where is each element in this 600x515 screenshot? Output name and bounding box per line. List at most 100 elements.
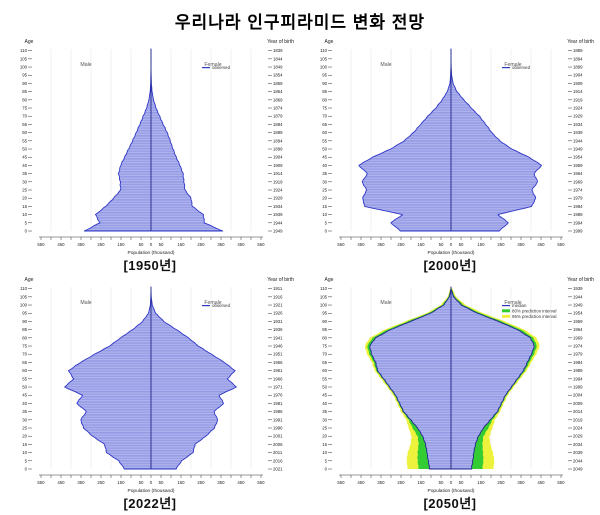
female-area: [450, 286, 535, 470]
age-tick-label: 5: [325, 220, 328, 225]
year-tick-label: 1949: [273, 229, 283, 234]
x-tick-label: 150: [417, 242, 425, 247]
year-tick-label: 1919: [573, 97, 583, 102]
x-tick-label: 150: [177, 242, 185, 247]
year-tick-label: 2034: [573, 442, 583, 447]
year-tick-label: 2024: [573, 426, 583, 431]
year-tick-label: 1946: [273, 344, 283, 349]
x-tick-label: 50: [439, 480, 444, 485]
year-tick-label: 1976: [273, 393, 283, 398]
year-tick-label: 2016: [273, 458, 283, 463]
birth-year-axis: Year of birth 1889 1894 1899 1904 1909 1914 191…: [567, 39, 594, 234]
population-axis: 550 450 350 250 150 50 0 50 150 250 350 450 550 Popul…: [337, 474, 565, 494]
population-axis: 550 450 350 250 150 50 0 50 150 250 350 450 550 Popul…: [337, 236, 565, 256]
age-tick-label: 105: [20, 56, 28, 61]
year-tick-label: 1951: [273, 352, 283, 357]
age-tick-label: 110: [320, 48, 327, 53]
age-tick-label: 40: [322, 163, 327, 168]
year-tick-label: 2004: [573, 393, 583, 398]
age-axis-label: Age: [325, 39, 334, 45]
year-tick-label: 1911: [273, 286, 283, 291]
year-tick-label: 1874: [273, 106, 283, 111]
x-tick-label: 0: [150, 480, 153, 485]
age-tick-label: 35: [22, 171, 27, 176]
pyramid-chart-2000: Age 0 5 10 15 20 25 30 35 40 45 50 55 60 65 70 75 80 85 90 9…: [320, 39, 594, 256]
male-area: [83, 48, 152, 232]
legend-label: median: [512, 303, 527, 308]
age-tick-label: 25: [22, 188, 27, 193]
x-tick-label: 150: [177, 480, 185, 485]
age-tick-label: 70: [22, 352, 27, 357]
x-axis-label: Population (thousand): [428, 488, 475, 494]
x-tick-label: 550: [37, 480, 45, 485]
legend-label: 80% prediction interval: [512, 309, 556, 314]
age-tick-label: 110: [20, 286, 27, 291]
population-axis: 550 450 350 250 150 50 0 50 150 250 350 450 550 Popul…: [37, 474, 265, 494]
age-tick-label: 90: [22, 319, 27, 324]
age-axis: Age 0 5 10 15 20 25 30 35 40 45 50 55 60 65 70 75 80 85 90 9…: [20, 277, 34, 472]
age-tick-label: 45: [322, 155, 327, 160]
year-tick-label: 2049: [573, 467, 583, 472]
age-tick-label: 10: [22, 212, 27, 217]
year-tick-label: 1944: [573, 294, 583, 299]
year-tick-label: 1909: [273, 163, 283, 168]
chart-panel-2022: Age 0 5 10 15 20 25 30 35 40 45 50 55 60 65 70 75 80 85 90 9…: [0, 273, 300, 511]
birth-axis-label: Year of birth: [267, 277, 294, 283]
x-tick-label: 150: [477, 480, 485, 485]
year-tick-label: 1926: [273, 311, 283, 316]
age-tick-label: 0: [25, 229, 28, 234]
x-tick-label: 250: [197, 480, 205, 485]
chart-caption-2050: [2050년]: [423, 496, 477, 511]
age-tick-label: 100: [20, 65, 28, 70]
chart-panel-1950: Age 0 5 10 15 20 25 30 35 40 45 50 55 60 65 70 75 80 85 90 9…: [0, 35, 300, 273]
year-tick-label: 1949: [573, 303, 583, 308]
age-tick-label: 15: [22, 442, 27, 447]
year-tick-label: 1999: [573, 385, 583, 390]
x-tick-label: 450: [57, 480, 65, 485]
year-tick-label: 1924: [273, 188, 283, 193]
x-tick-label: 150: [117, 242, 125, 247]
year-tick-label: 2009: [573, 401, 583, 406]
year-tick-label: 1989: [573, 212, 583, 217]
female-area: [450, 48, 542, 232]
age-tick-label: 35: [322, 171, 327, 176]
x-tick-label: 350: [217, 242, 225, 247]
year-tick-label: 1916: [273, 294, 283, 299]
legend: observed: [202, 65, 231, 70]
age-tick-label: 85: [22, 327, 27, 332]
year-tick-label: 1909: [573, 81, 583, 86]
x-tick-label: 550: [37, 242, 45, 247]
age-tick-label: 60: [322, 130, 327, 135]
year-tick-label: 1974: [573, 344, 583, 349]
age-tick-label: 55: [22, 376, 27, 381]
year-tick-label: 1939: [273, 212, 283, 217]
page-title: 우리나라 인구피라미드 변화 전망: [174, 13, 426, 32]
x-tick-label: 450: [237, 242, 245, 247]
female-label: Female: [504, 300, 521, 306]
age-tick-label: 90: [322, 319, 327, 324]
legend-label: 95% prediction interval: [512, 314, 556, 319]
age-tick-label: 10: [322, 212, 327, 217]
year-tick-label: 1954: [573, 311, 583, 316]
x-tick-label: 450: [357, 242, 365, 247]
year-tick-label: 1921: [273, 303, 283, 308]
pyramid-chart-2022: Age 0 5 10 15 20 25 30 35 40 45 50 55 60 65 70 75 80 85 90 9…: [20, 277, 294, 494]
chart-caption-2000: [2000년]: [423, 258, 477, 273]
year-tick-label: 2029: [573, 434, 583, 439]
year-tick-label: 1914: [273, 171, 283, 176]
age-axis-label: Age: [325, 277, 334, 283]
year-tick-label: 2039: [573, 450, 583, 455]
age-tick-label: 15: [322, 442, 327, 447]
x-tick-label: 50: [459, 242, 464, 247]
female-area: [150, 286, 237, 470]
age-tick-label: 110: [20, 48, 27, 53]
year-tick-label: 1934: [273, 204, 283, 209]
x-tick-label: 450: [537, 242, 545, 247]
male-label: Male: [380, 300, 391, 306]
year-tick-label: 1919: [273, 179, 283, 184]
male-label: Male: [80, 62, 91, 68]
year-tick-label: 1979: [573, 196, 583, 201]
year-tick-label: 1989: [573, 368, 583, 373]
x-tick-label: 450: [57, 242, 65, 247]
age-tick-label: 40: [22, 163, 27, 168]
